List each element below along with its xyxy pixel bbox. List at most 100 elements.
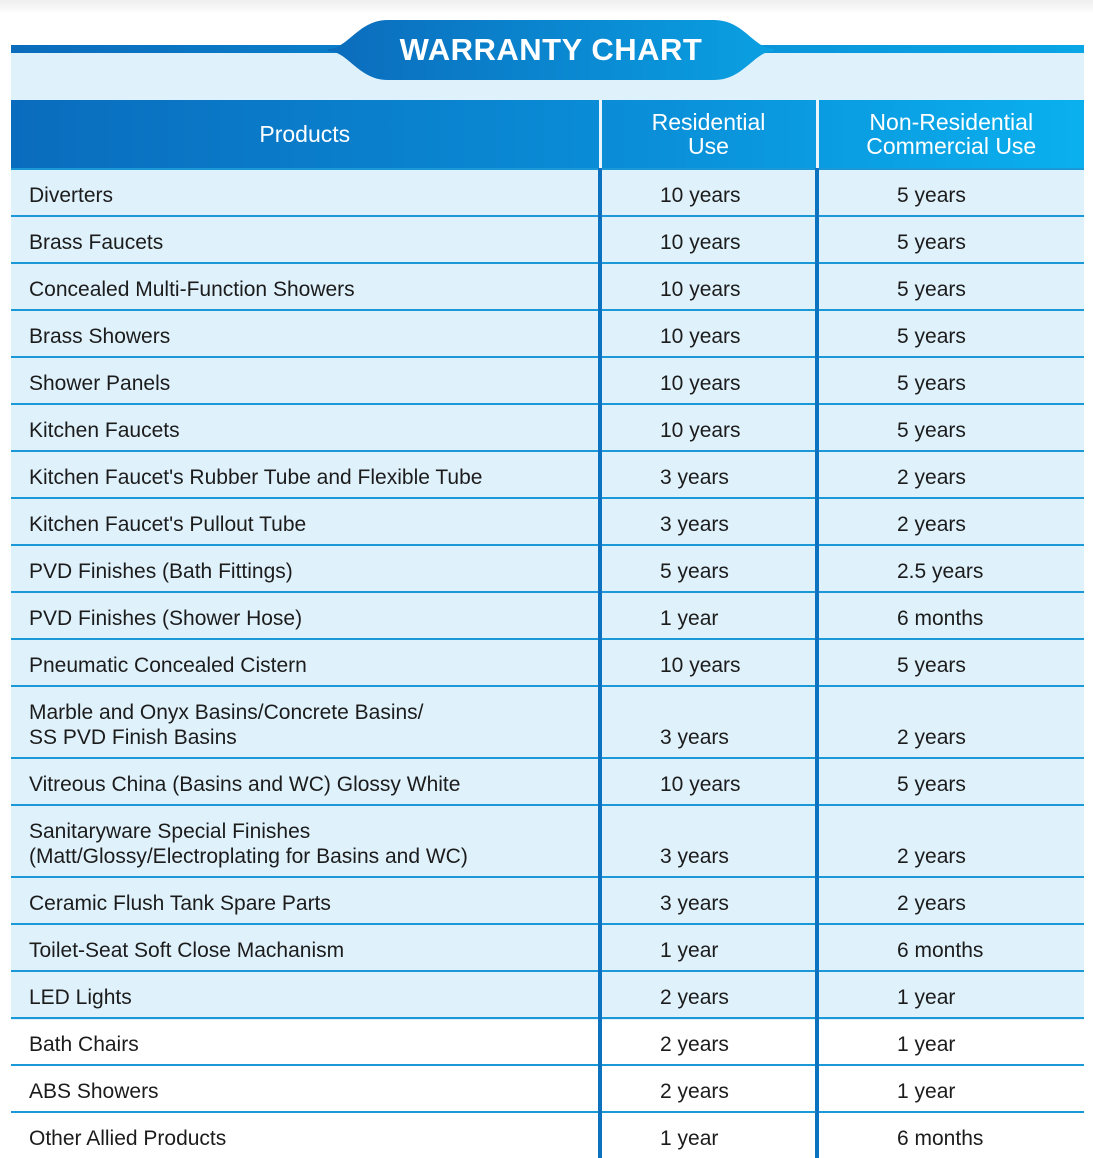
residential-cell: 10 years — [598, 262, 817, 310]
commercial-cell: 5 years — [815, 309, 1084, 357]
residential-cell: 10 years — [598, 215, 817, 263]
commercial-cell: 5 years — [815, 215, 1084, 263]
header-line: Residential — [651, 109, 766, 135]
header-commercial: Non-Residential Commercial Use — [815, 100, 1084, 169]
commercial-cell: 1 year — [815, 1064, 1084, 1112]
residential-cell: 2 years — [598, 970, 817, 1018]
residential-cell: 3 years — [598, 804, 817, 877]
product-line: Brass Faucets — [29, 231, 164, 254]
table-row: PVD Finishes (Shower Hose) 1 year 6 months — [11, 591, 1084, 639]
table-row: PVD Finishes (Bath Fittings) 5 years 2.5 y… — [11, 544, 1084, 592]
table-row: Concealed Multi-Function Showers 10 years… — [11, 262, 1084, 310]
commercial-cell: 5 years — [815, 638, 1084, 686]
top-edge — [0, 0, 1093, 14]
product-cell: Concealed Multi-Function Showers — [11, 262, 600, 310]
residential-cell: 1 year — [598, 923, 817, 971]
product-line: Sanitaryware Special Finishes — [29, 820, 311, 843]
table-row: Sanitaryware Special Finishes (Matt/Gloss… — [11, 804, 1084, 877]
commercial-cell: 2.5 years — [815, 544, 1084, 592]
product-cell: Brass Faucets — [11, 215, 600, 263]
product-line: Brass Showers — [29, 325, 171, 348]
commercial-cell: 5 years — [815, 403, 1084, 451]
residential-cell: 10 years — [598, 638, 817, 686]
commercial-cell: 2 years — [815, 497, 1084, 545]
residential-cell: 3 years — [598, 685, 817, 758]
commercial-cell: 5 years — [815, 757, 1084, 805]
product-line: Concealed Multi-Function Showers — [29, 278, 355, 301]
product-line: Kitchen Faucet's Pullout Tube — [29, 513, 307, 536]
table-row: Toilet-Seat Soft Close Machanism 1 year 6 … — [11, 923, 1084, 971]
chart-title: WARRANTY CHART — [399, 32, 703, 67]
product-cell: Brass Showers — [11, 309, 600, 357]
commercial-cell: 2 years — [815, 450, 1084, 498]
product-cell: PVD Finishes (Bath Fittings) — [11, 544, 600, 592]
product-line: Marble and Onyx Basins/Concrete Basins/ — [29, 701, 424, 724]
table-row: Ceramic Flush Tank Spare Parts 3 years 2 y… — [11, 876, 1084, 924]
header-line: Non-Residential — [869, 109, 1034, 135]
product-cell: LED Lights — [11, 970, 600, 1018]
residential-cell: 10 years — [598, 356, 817, 404]
residential-cell: 1 year — [598, 1111, 817, 1158]
product-cell: Toilet-Seat Soft Close Machanism — [11, 923, 600, 971]
product-cell: ABS Showers — [11, 1064, 600, 1112]
product-line: (Matt/Glossy/Electroplating for Basins a… — [29, 845, 468, 868]
header-residential: Residential Use — [598, 100, 817, 169]
title-badge — [328, 20, 774, 80]
residential-cell: 3 years — [598, 876, 817, 924]
product-line: Ceramic Flush Tank Spare Parts — [29, 892, 331, 915]
product-cell: Bath Chairs — [11, 1017, 600, 1065]
product-line: Shower Panels — [29, 372, 171, 395]
product-line: PVD Finishes (Bath Fittings) — [29, 560, 293, 583]
product-line: PVD Finishes (Shower Hose) — [29, 607, 303, 630]
product-line: SS PVD Finish Basins — [29, 726, 237, 749]
product-cell: Pneumatic Concealed Cistern — [11, 638, 600, 686]
table-row: Kitchen Faucet's Rubber Tube and Flexibl… — [11, 450, 1084, 498]
product-line: Pneumatic Concealed Cistern — [29, 654, 307, 677]
residential-cell: 10 years — [598, 309, 817, 357]
residential-cell: 10 years — [598, 403, 817, 451]
commercial-cell: 2 years — [815, 685, 1084, 758]
product-line: Kitchen Faucet's Rubber Tube and Flexibl… — [29, 466, 483, 489]
table-row: Diverters 10 years 5 years — [11, 168, 1084, 216]
commercial-cell: 2 years — [815, 804, 1084, 877]
residential-cell: 10 years — [598, 757, 817, 805]
product-cell: Marble and Onyx Basins/Concrete Basins/S… — [11, 685, 600, 758]
product-cell: Diverters — [11, 168, 600, 216]
commercial-cell: 6 months — [815, 591, 1084, 639]
product-cell: Vitreous China (Basins and WC) Glossy Wh… — [11, 757, 600, 805]
warranty-table: Products Residential Use Non-Residential C… — [11, 100, 1084, 1158]
product-line: Kitchen Faucets — [29, 419, 180, 442]
commercial-cell: 5 years — [815, 168, 1084, 216]
table-row: Bath Chairs 2 years 1 year — [11, 1017, 1084, 1065]
residential-cell: 5 years — [598, 544, 817, 592]
table-row: Other Allied Products 1 year 6 months — [11, 1111, 1084, 1158]
residential-cell: 3 years — [598, 450, 817, 498]
table-row: Shower Panels 10 years 5 years — [11, 356, 1084, 404]
product-line: Bath Chairs — [29, 1033, 139, 1056]
table-row: Kitchen Faucet's Pullout Tube 3 years 2 ye… — [11, 497, 1084, 545]
product-cell: Other Allied Products — [11, 1111, 600, 1158]
header-products: Products — [259, 121, 351, 147]
product-cell: Kitchen Faucet's Rubber Tube and Flexibl… — [11, 450, 600, 498]
residential-cell: 10 years — [598, 168, 817, 216]
product-line: Diverters — [29, 184, 114, 207]
commercial-cell: 6 months — [815, 1111, 1084, 1158]
residential-cell: 3 years — [598, 497, 817, 545]
table-row: Brass Showers 10 years 5 years — [11, 309, 1084, 357]
product-cell: PVD Finishes (Shower Hose) — [11, 591, 600, 639]
table-row: LED Lights 2 years 1 year — [11, 970, 1084, 1018]
table-row: Vitreous China (Basins and WC) Glossy Wh… — [11, 757, 1084, 805]
product-line: LED Lights — [29, 986, 132, 1009]
commercial-cell: 1 year — [815, 1017, 1084, 1065]
commercial-cell: 1 year — [815, 970, 1084, 1018]
table-row: Brass Faucets 10 years 5 years — [11, 215, 1084, 263]
table-row: Marble and Onyx Basins/Concrete Basins/S… — [11, 685, 1084, 758]
commercial-cell: 6 months — [815, 923, 1084, 971]
residential-cell: 1 year — [598, 591, 817, 639]
commercial-cell: 2 years — [815, 876, 1084, 924]
table-row: ABS Showers 2 years 1 year — [11, 1064, 1084, 1112]
product-line: Vitreous China (Basins and WC) Glossy Wh… — [29, 773, 461, 796]
product-line: Toilet-Seat Soft Close Machanism — [29, 939, 345, 962]
table-row: Pneumatic Concealed Cistern 10 years 5 yea… — [11, 638, 1084, 686]
residential-cell: 2 years — [598, 1017, 817, 1065]
